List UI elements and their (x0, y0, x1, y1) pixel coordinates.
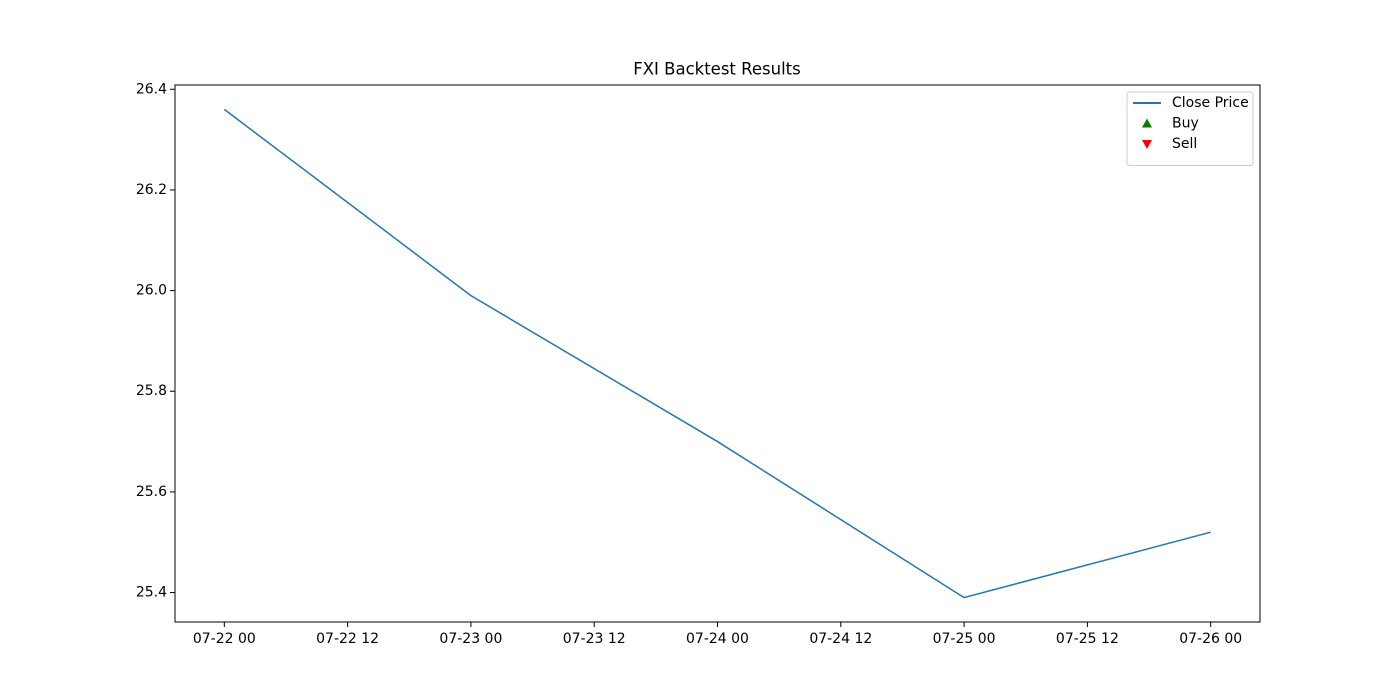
y-tick-label: 26.2 (136, 182, 167, 198)
y-tick-label: 25.6 (136, 484, 167, 500)
x-tick-label: 07-24 12 (809, 631, 872, 647)
price-line (223, 108, 1211, 599)
x-tick-label: 07-22 00 (193, 631, 256, 647)
x-tick-label: 07-23 00 (439, 631, 502, 647)
legend-label: Close Price (1172, 95, 1249, 111)
y-tick-label: 25.4 (136, 585, 167, 601)
x-tick-label: 07-25 00 (933, 631, 996, 647)
legend-label: Buy (1172, 116, 1199, 132)
y-tick-label: 26.4 (136, 81, 167, 97)
chart-title: FXI Backtest Results (633, 60, 800, 79)
x-tick-label: 07-25 12 (1056, 631, 1119, 647)
legend-swatch (1142, 118, 1152, 128)
y-tick-label: 26.0 (136, 283, 167, 299)
legend-swatch (1142, 140, 1152, 149)
legend-label: Sell (1172, 136, 1197, 152)
x-tick-label: 07-23 12 (563, 631, 626, 647)
legend-box (1126, 91, 1254, 166)
plot-area (174, 84, 1261, 623)
y-tick-label: 25.8 (136, 383, 167, 399)
x-tick-label: 07-22 12 (316, 631, 379, 647)
x-tick-label: 07-24 00 (686, 631, 749, 647)
x-tick-label: 07-26 00 (1179, 631, 1242, 647)
